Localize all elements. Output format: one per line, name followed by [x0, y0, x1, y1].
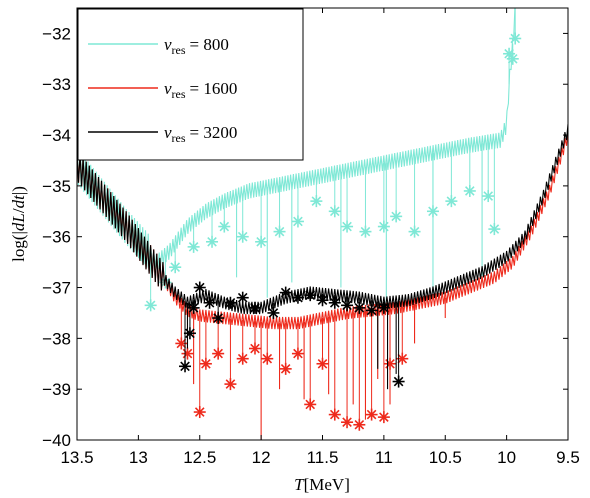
- x-tick-label: 10.5: [429, 448, 462, 467]
- data-marker: [506, 52, 519, 65]
- legend-entry-1: vres = 800: [88, 35, 229, 57]
- data-marker: [377, 220, 390, 233]
- data-marker: [224, 296, 237, 309]
- data-marker: [212, 312, 225, 325]
- data-marker: [463, 184, 476, 197]
- x-tick-label: 13: [129, 448, 148, 467]
- data-marker: [224, 378, 237, 391]
- data-marker: [179, 360, 192, 373]
- data-marker: [236, 291, 249, 304]
- data-marker: [488, 223, 501, 236]
- series-1: [77, 8, 522, 312]
- y-tick-label: −40: [42, 431, 71, 450]
- data-marker: [267, 306, 280, 319]
- y-tick-label: −36: [42, 228, 71, 247]
- data-marker: [203, 296, 216, 309]
- data-marker: [236, 230, 249, 243]
- data-marker: [377, 301, 390, 314]
- legend-box: [77, 8, 304, 161]
- data-marker: [144, 299, 157, 312]
- x-axis-title: T[MeV]: [294, 475, 350, 494]
- data-marker: [212, 347, 225, 360]
- data-marker: [193, 406, 206, 419]
- x-tick-label: 12: [252, 448, 271, 467]
- data-marker: [509, 32, 522, 45]
- x-tick-label: 9.5: [556, 448, 580, 467]
- y-tick-label: −37: [42, 279, 71, 298]
- y-tick-label: −39: [42, 380, 71, 399]
- y-axis: −32 −33 −34 −35 −36 −37 −38 −39 −40: [42, 24, 568, 450]
- data-marker: [187, 301, 200, 314]
- data-marker: [316, 294, 329, 307]
- series-line: [77, 123, 568, 315]
- series-3: [77, 123, 568, 390]
- data-marker: [261, 352, 274, 365]
- data-marker: [291, 347, 304, 360]
- series-layer: [77, 8, 568, 440]
- data-marker: [353, 418, 366, 431]
- data-marker: [390, 210, 403, 223]
- data-marker: [384, 357, 397, 370]
- data-marker: [341, 220, 354, 233]
- y-tick-label: −35: [42, 177, 71, 196]
- data-marker: [396, 352, 409, 365]
- legend-entry-2: vres = 1600: [88, 79, 237, 101]
- data-marker: [187, 240, 200, 253]
- y-tick-label: −32: [42, 24, 71, 43]
- data-marker: [365, 408, 378, 421]
- data-marker: [392, 375, 405, 388]
- x-tick-label: 12.5: [183, 448, 216, 467]
- legend-label: vres = 800: [164, 35, 229, 57]
- data-marker: [341, 416, 354, 429]
- data-marker: [183, 327, 196, 340]
- legend: vres = 800 vres = 1600 vres = 3200: [77, 8, 304, 161]
- data-marker: [181, 347, 194, 360]
- x-tick-label: 11.5: [307, 448, 339, 467]
- y-tick-label: −34: [42, 126, 71, 145]
- data-marker: [353, 301, 366, 314]
- data-marker: [328, 296, 341, 309]
- y-tick-label: −38: [42, 329, 71, 348]
- data-marker: [359, 225, 372, 238]
- data-marker: [273, 225, 286, 238]
- data-marker: [279, 286, 292, 299]
- data-marker: [365, 304, 378, 317]
- data-marker: [175, 337, 188, 350]
- data-marker: [426, 205, 439, 218]
- data-marker: [304, 398, 317, 411]
- data-marker: [377, 411, 390, 424]
- y-axis-title: log(|dL/dt|): [9, 186, 28, 262]
- data-marker: [248, 342, 261, 355]
- data-marker: [316, 357, 329, 370]
- data-marker: [169, 261, 182, 274]
- data-marker: [279, 362, 292, 375]
- y-tick-label: −33: [42, 75, 71, 94]
- data-marker: [408, 225, 421, 238]
- data-marker: [341, 299, 354, 312]
- data-marker: [255, 235, 268, 248]
- data-marker: [445, 195, 458, 208]
- data-marker: [193, 281, 206, 294]
- x-tick-label: 13.5: [60, 448, 93, 467]
- data-marker: [291, 215, 304, 228]
- legend-entry-3: vres = 3200: [88, 123, 237, 145]
- data-marker: [206, 235, 219, 248]
- legend-label: vres = 3200: [164, 123, 237, 145]
- data-marker: [199, 357, 212, 370]
- x-tick-label: 10: [497, 448, 516, 467]
- data-marker: [218, 220, 231, 233]
- data-marker: [328, 205, 341, 218]
- series-2: [77, 128, 568, 440]
- data-marker: [328, 408, 341, 421]
- data-marker: [291, 291, 304, 304]
- data-marker: [304, 289, 317, 302]
- data-marker: [248, 301, 261, 314]
- data-marker: [310, 195, 323, 208]
- x-axis: 13.5 13 12.5 12 11.5 11 10.5 10 9.5: [60, 8, 580, 467]
- data-marker: [482, 190, 495, 203]
- legend-label: vres = 1600: [164, 79, 237, 101]
- x-tick-label: 11: [375, 448, 393, 467]
- data-marker: [236, 352, 249, 365]
